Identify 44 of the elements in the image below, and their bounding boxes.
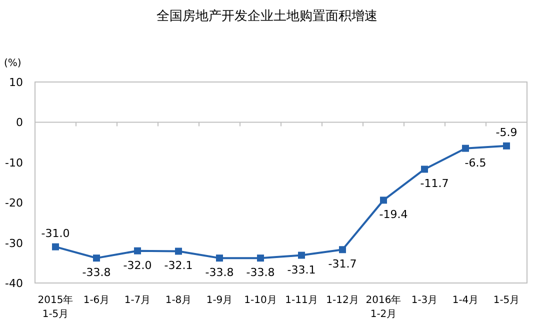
y-tick-label: 10 [9,76,23,89]
point [339,246,346,254]
y-tick-label: -30 [5,236,23,250]
y-axis-title: (%) [4,58,22,69]
x-tick-label: 1-5月 [493,295,520,306]
x-tick-label: 1-9月 [206,295,233,306]
point [52,243,59,250]
y-tick-label: -40 [5,277,23,290]
text: -5.9 [496,126,518,139]
text: -33.8 [82,266,111,280]
text: -32.1 [164,259,193,272]
text: -33.1 [287,263,316,276]
point [257,254,264,262]
point [503,142,510,150]
point [298,252,305,259]
text: -11.7 [420,177,449,190]
x-tick-label: 1-10月 [244,295,277,306]
point [421,166,428,173]
x-tick-label: 1-11月 [285,295,318,306]
text: -33.8 [246,266,275,280]
y-tick-label: -20 [5,196,23,210]
x-tick-label: 2015年 1-5月 [38,294,74,320]
point [93,254,100,262]
x-tick-label: 1-12月 [326,295,359,306]
x-tick-label: 1-6月 [83,295,110,306]
point [462,144,469,152]
text: -32.0 [123,258,152,272]
text: -6.5 [464,156,486,170]
point [175,248,182,255]
text: -33.8 [205,266,234,280]
chart-title: 全国房地产开发企业土地购置面积增速 [156,8,378,24]
x-tick-label: 2016年 1-2月 [366,294,402,320]
x-tick-label: 1-4月 [452,295,479,306]
y-tick-label: -10 [5,156,23,170]
x-tick-label: 1-8月 [165,295,192,306]
y-tick-label: 0 [16,116,23,130]
point [216,254,223,262]
point [380,196,387,204]
point [134,247,141,254]
x-tick-label: 1-7月 [124,295,151,306]
text: -31.7 [328,258,357,271]
text: -19.4 [379,208,408,222]
text: -31.0 [41,226,70,240]
x-tick-label: 1-3月 [411,295,438,306]
